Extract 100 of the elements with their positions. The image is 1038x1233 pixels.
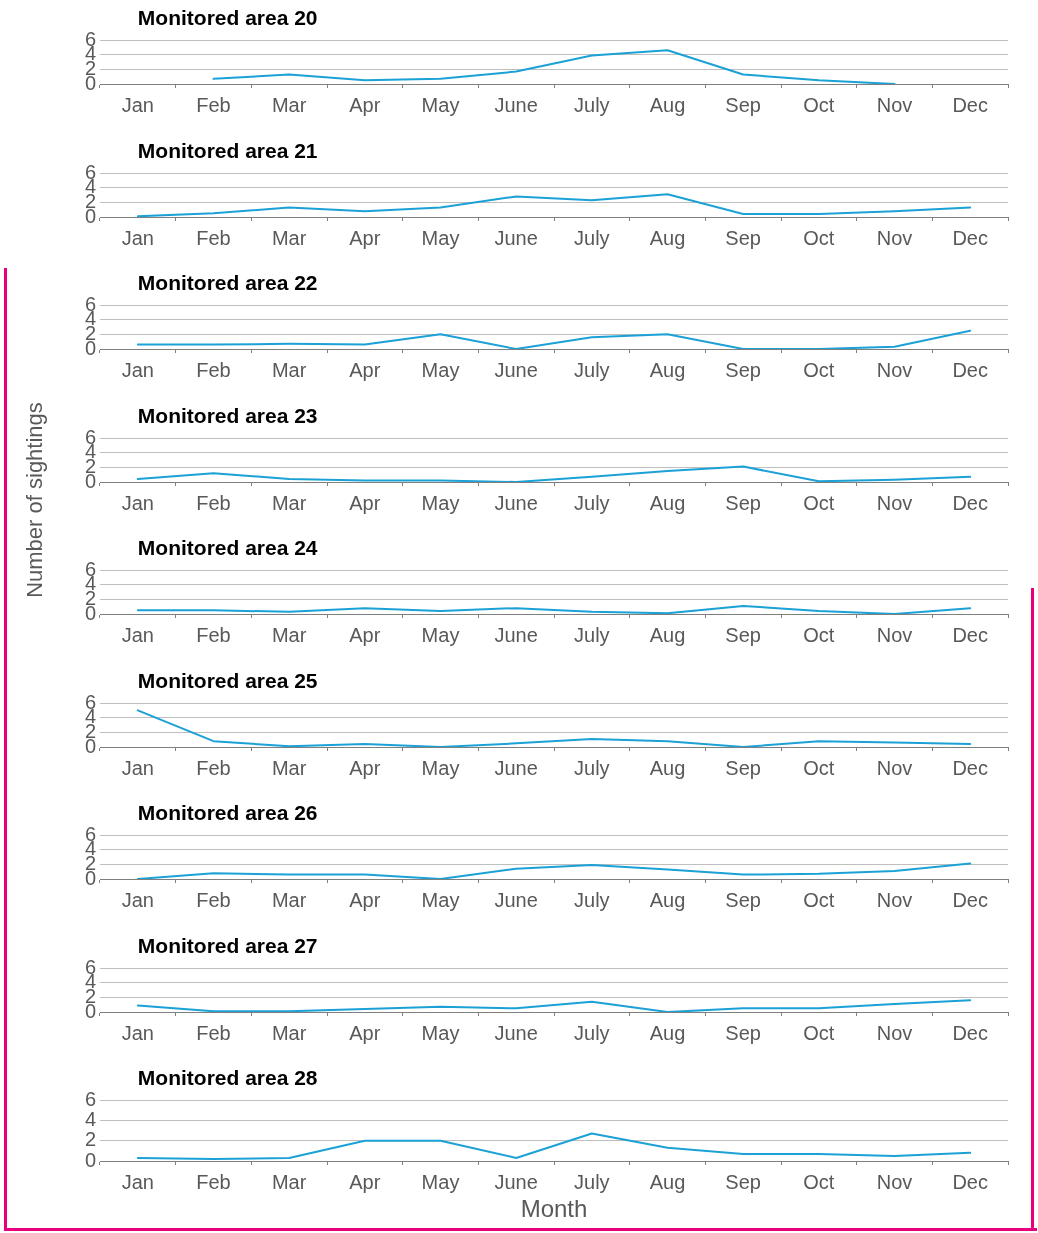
x-tick-label: May	[421, 491, 460, 514]
x-tick-label: Sep	[725, 623, 761, 646]
x-tick-label: Nov	[876, 1021, 913, 1044]
x-tick-label: Jan	[121, 1021, 154, 1044]
x-tick-label: Oct	[803, 888, 835, 911]
x-tick-label: Nov	[876, 93, 913, 116]
x-tick-label: Sep	[725, 756, 761, 779]
x-tick-label: June	[494, 1170, 538, 1193]
x-tick-label: Apr	[349, 1021, 381, 1044]
x-tick-label: Feb	[196, 93, 231, 116]
x-tick-label: Mar	[271, 1021, 307, 1044]
x-tick-label: Oct	[803, 358, 835, 381]
x-tick-label: Feb	[196, 1170, 231, 1193]
x-tick-label: Jan	[121, 93, 154, 116]
x-tick-label: Nov	[876, 888, 913, 911]
x-tick-label: Dec	[952, 93, 988, 116]
x-axis-title: Month	[520, 1194, 588, 1222]
x-tick-label: July	[574, 756, 610, 779]
x-tick-label: Oct	[803, 491, 835, 514]
x-tick-label: Sep	[725, 888, 761, 911]
x-tick-label: Jan	[121, 491, 154, 514]
x-tick-label: Aug	[649, 1170, 686, 1193]
x-tick-label: Aug	[649, 1021, 686, 1044]
x-tick-label: Aug	[649, 888, 686, 911]
x-tick-label: Oct	[803, 1170, 835, 1193]
x-tick-label: Nov	[876, 226, 913, 249]
x-tick-label: July	[574, 491, 610, 514]
x-tick-label: May	[421, 623, 460, 646]
x-tick-label: Mar	[271, 491, 307, 514]
x-tick-label: June	[494, 491, 538, 514]
x-tick-label: May	[421, 93, 460, 116]
x-tick-label: June	[494, 358, 538, 381]
x-tick-label: Mar	[271, 1170, 307, 1193]
x-tick-label: Apr	[349, 623, 381, 646]
x-tick-label: Feb	[196, 226, 231, 249]
x-tick-label: Oct	[803, 226, 835, 249]
x-tick-label: Jan	[121, 1170, 154, 1193]
x-tick-label: May	[421, 226, 460, 249]
x-tick-label: Oct	[803, 1021, 835, 1044]
x-tick-label: Nov	[876, 491, 913, 514]
x-tick-label: Aug	[649, 756, 686, 779]
y-tick-label: 2	[84, 1128, 96, 1151]
x-tick-label: Feb	[196, 623, 231, 646]
x-tick-label: Jan	[121, 226, 154, 249]
chart-title: Monitored area 24	[137, 536, 318, 559]
x-tick-label: Mar	[271, 358, 307, 381]
x-tick-label: Dec	[952, 888, 988, 911]
x-tick-label: Feb	[196, 1021, 231, 1044]
x-tick-label: Jan	[121, 756, 154, 779]
chart-title: Monitored area 21	[137, 139, 318, 162]
x-tick-label: Oct	[803, 623, 835, 646]
x-tick-label: June	[494, 623, 538, 646]
x-tick-label: Dec	[952, 756, 988, 779]
x-tick-label: Nov	[876, 358, 913, 381]
chart-title: Monitored area 20	[137, 6, 318, 29]
x-tick-label: June	[494, 1021, 538, 1044]
x-tick-label: Mar	[271, 93, 307, 116]
x-tick-label: May	[421, 756, 460, 779]
x-tick-label: June	[494, 226, 538, 249]
x-tick-label: Mar	[271, 888, 307, 911]
x-tick-label: Nov	[876, 1170, 913, 1193]
x-tick-label: Sep	[725, 226, 761, 249]
x-tick-label: Aug	[649, 93, 686, 116]
chart-title: Monitored area 25	[137, 669, 318, 692]
x-tick-label: July	[574, 358, 610, 381]
x-tick-label: Oct	[803, 756, 835, 779]
chart-title: Monitored area 23	[137, 404, 318, 427]
y-axis-title: Number of sightings	[22, 402, 48, 598]
x-tick-label: Feb	[196, 756, 231, 779]
x-tick-label: Apr	[349, 491, 381, 514]
x-tick-label: Aug	[649, 226, 686, 249]
x-tick-label: Feb	[196, 491, 231, 514]
x-tick-label: Feb	[196, 358, 231, 381]
x-tick-label: Apr	[349, 1170, 381, 1193]
x-tick-label: Dec	[952, 491, 988, 514]
x-tick-label: May	[421, 888, 460, 911]
x-tick-label: Aug	[649, 491, 686, 514]
x-tick-label: July	[574, 623, 610, 646]
x-tick-label: Mar	[271, 623, 307, 646]
x-tick-label: July	[574, 226, 610, 249]
x-tick-label: Sep	[725, 358, 761, 381]
x-tick-label: Nov	[876, 756, 913, 779]
chart-title: Monitored area 28	[137, 1066, 318, 1089]
x-tick-label: Dec	[952, 1021, 988, 1044]
x-tick-label: Nov	[876, 623, 913, 646]
x-tick-label: Sep	[725, 93, 761, 116]
x-tick-label: July	[574, 93, 610, 116]
x-tick-label: Apr	[349, 226, 381, 249]
x-tick-label: Aug	[649, 358, 686, 381]
x-tick-label: July	[574, 888, 610, 911]
x-tick-label: Mar	[271, 226, 307, 249]
chart-title: Monitored area 22	[137, 271, 318, 294]
x-tick-label: July	[574, 1021, 610, 1044]
x-tick-label: Apr	[349, 756, 381, 779]
x-tick-label: Dec	[952, 226, 988, 249]
x-tick-label: Aug	[649, 623, 686, 646]
x-tick-label: Apr	[349, 358, 381, 381]
x-tick-label: July	[574, 1170, 610, 1193]
chart-title: Monitored area 26	[137, 801, 318, 824]
x-tick-label: Feb	[196, 888, 231, 911]
